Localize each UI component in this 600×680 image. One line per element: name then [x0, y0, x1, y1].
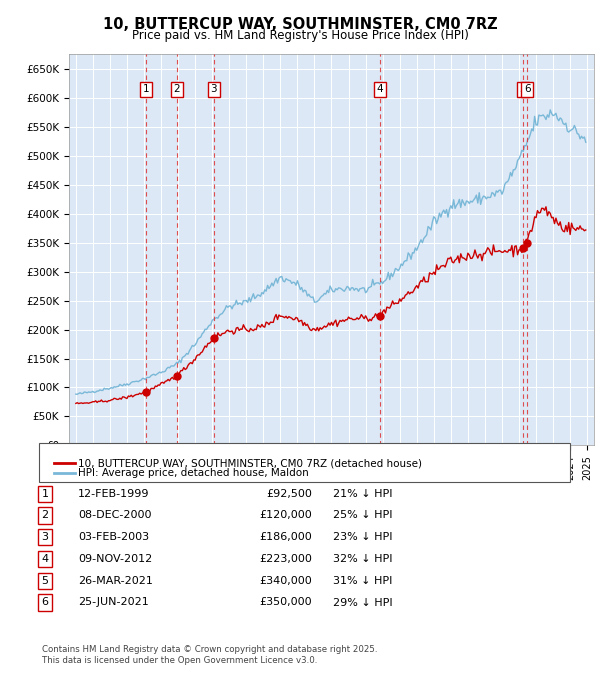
Text: 6: 6	[524, 84, 530, 94]
Text: 25-JUN-2021: 25-JUN-2021	[78, 598, 149, 607]
Text: 26-MAR-2021: 26-MAR-2021	[78, 576, 153, 585]
Text: Price paid vs. HM Land Registry's House Price Index (HPI): Price paid vs. HM Land Registry's House …	[131, 29, 469, 41]
Text: 32% ↓ HPI: 32% ↓ HPI	[333, 554, 392, 564]
Text: 4: 4	[41, 554, 49, 564]
Text: £350,000: £350,000	[259, 598, 312, 607]
Text: 5: 5	[520, 84, 526, 94]
Text: 6: 6	[41, 598, 49, 607]
Text: 2: 2	[173, 84, 180, 94]
Text: £92,500: £92,500	[266, 489, 312, 498]
Text: 31% ↓ HPI: 31% ↓ HPI	[333, 576, 392, 585]
Text: 23% ↓ HPI: 23% ↓ HPI	[333, 532, 392, 542]
Text: 4: 4	[377, 84, 383, 94]
Text: 12-FEB-1999: 12-FEB-1999	[78, 489, 149, 498]
Text: This data is licensed under the Open Government Licence v3.0.: This data is licensed under the Open Gov…	[42, 656, 317, 665]
Text: £340,000: £340,000	[259, 576, 312, 585]
Text: 09-NOV-2012: 09-NOV-2012	[78, 554, 152, 564]
Text: 21% ↓ HPI: 21% ↓ HPI	[333, 489, 392, 498]
Text: 03-FEB-2003: 03-FEB-2003	[78, 532, 149, 542]
Text: 25% ↓ HPI: 25% ↓ HPI	[333, 511, 392, 520]
Text: 08-DEC-2000: 08-DEC-2000	[78, 511, 151, 520]
Text: 5: 5	[41, 576, 49, 585]
Text: 1: 1	[41, 489, 49, 498]
Text: HPI: Average price, detached house, Maldon: HPI: Average price, detached house, Mald…	[78, 468, 309, 477]
Text: 3: 3	[41, 532, 49, 542]
Text: 29% ↓ HPI: 29% ↓ HPI	[333, 598, 392, 607]
Text: £223,000: £223,000	[259, 554, 312, 564]
Text: £186,000: £186,000	[259, 532, 312, 542]
Text: 3: 3	[211, 84, 217, 94]
Text: £120,000: £120,000	[259, 511, 312, 520]
Text: Contains HM Land Registry data © Crown copyright and database right 2025.: Contains HM Land Registry data © Crown c…	[42, 645, 377, 654]
Text: 1: 1	[143, 84, 149, 94]
Text: 10, BUTTERCUP WAY, SOUTHMINSTER, CM0 7RZ: 10, BUTTERCUP WAY, SOUTHMINSTER, CM0 7RZ	[103, 17, 497, 32]
Text: 10, BUTTERCUP WAY, SOUTHMINSTER, CM0 7RZ (detached house): 10, BUTTERCUP WAY, SOUTHMINSTER, CM0 7RZ…	[78, 458, 422, 468]
Text: 2: 2	[41, 511, 49, 520]
